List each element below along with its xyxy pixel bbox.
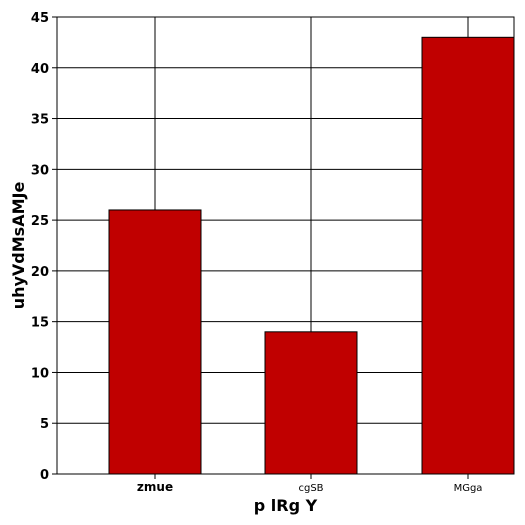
- x-axis-title: p lRg Y: [254, 496, 318, 515]
- bar-cgSB: [264, 331, 358, 475]
- bars: [108, 36, 515, 475]
- y-tick-label: 30: [31, 163, 49, 178]
- x-axis-ticks: zmue cgSB MGga: [137, 474, 483, 494]
- y-tick-label: 10: [31, 366, 49, 381]
- y-tick-label: 0: [40, 468, 49, 483]
- x-tick-label: cgSB: [298, 483, 323, 494]
- y-axis-ticks: 0 5 10 15 20 25 30 35 40 45: [31, 11, 57, 483]
- bar-MGga: [421, 36, 515, 475]
- y-tick-label: 45: [31, 11, 49, 26]
- y-tick-label: 15: [31, 316, 49, 331]
- y-tick-label: 35: [31, 113, 49, 128]
- plot-frame: [56, 16, 515, 475]
- y-tick-label: 5: [40, 417, 49, 432]
- y-axis-title: uhyVdMsAMJe: [9, 182, 28, 310]
- bar-zmue: [108, 209, 202, 475]
- x-tick-label: MGga: [454, 483, 483, 494]
- y-tick-label: 25: [31, 214, 49, 229]
- x-tick-label: zmue: [137, 480, 173, 494]
- y-tick-label: 40: [31, 62, 49, 77]
- y-tick-label: 20: [31, 265, 49, 280]
